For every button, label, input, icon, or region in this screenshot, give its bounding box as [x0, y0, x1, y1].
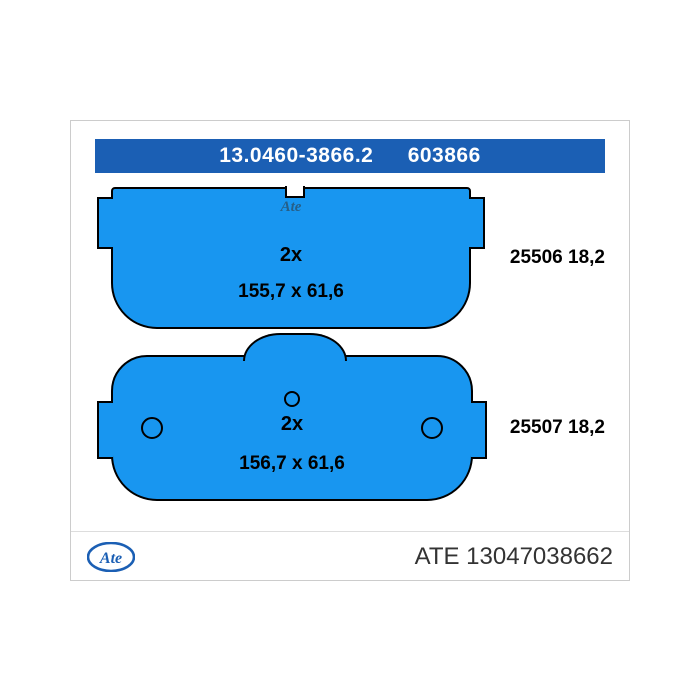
pad-shape-0: 2x 155,7 x 61,6 Ate [95, 187, 487, 329]
footer: Ate ATE 13047038662 [71, 531, 629, 580]
ate-logo-icon: Ate [87, 542, 135, 572]
brand-overlay-icon: Ate [281, 199, 302, 216]
pad-row-1: 2x 156,7 x 61,6 25507 18,2 [95, 355, 605, 501]
footer-code: 13047038662 [466, 543, 613, 570]
diagram-area: 13.0460-3866.2 603866 2x155,7 x 61,6Ate2… [71, 121, 629, 531]
pad-dims-1: 156,7 x 61,6 [239, 453, 345, 475]
pad-qty-1: 2x [281, 413, 303, 436]
part-number-header: 13.0460-3866.2 603866 [95, 139, 605, 173]
pad-ref-1: 25507 18,2 [510, 417, 605, 439]
pad-shape-1: 2x 156,7 x 61,6 [95, 355, 489, 501]
secondary-part-number: 603866 [408, 144, 481, 167]
brake-pads-container: 2x 155,7 x 61,6 Ate 25506 18,2 2x 156,7 x 61,… [95, 187, 605, 501]
pad-qty-0: 2x [280, 244, 302, 267]
pad-ref-0: 25506 18,2 [510, 247, 605, 269]
primary-part-number: 13.0460-3866.2 [219, 144, 373, 167]
pad-row-0: 2x 155,7 x 61,6 Ate 25506 18,2 [95, 187, 605, 329]
svg-text:Ate: Ate [99, 550, 122, 567]
product-diagram-card: 13.0460-3866.2 603866 2x155,7 x 61,6Ate2… [70, 120, 630, 581]
pad-dims-0: 155,7 x 61,6 [238, 281, 344, 303]
footer-brand: ATE [415, 543, 460, 570]
footer-label: ATE 13047038662 [415, 543, 613, 571]
